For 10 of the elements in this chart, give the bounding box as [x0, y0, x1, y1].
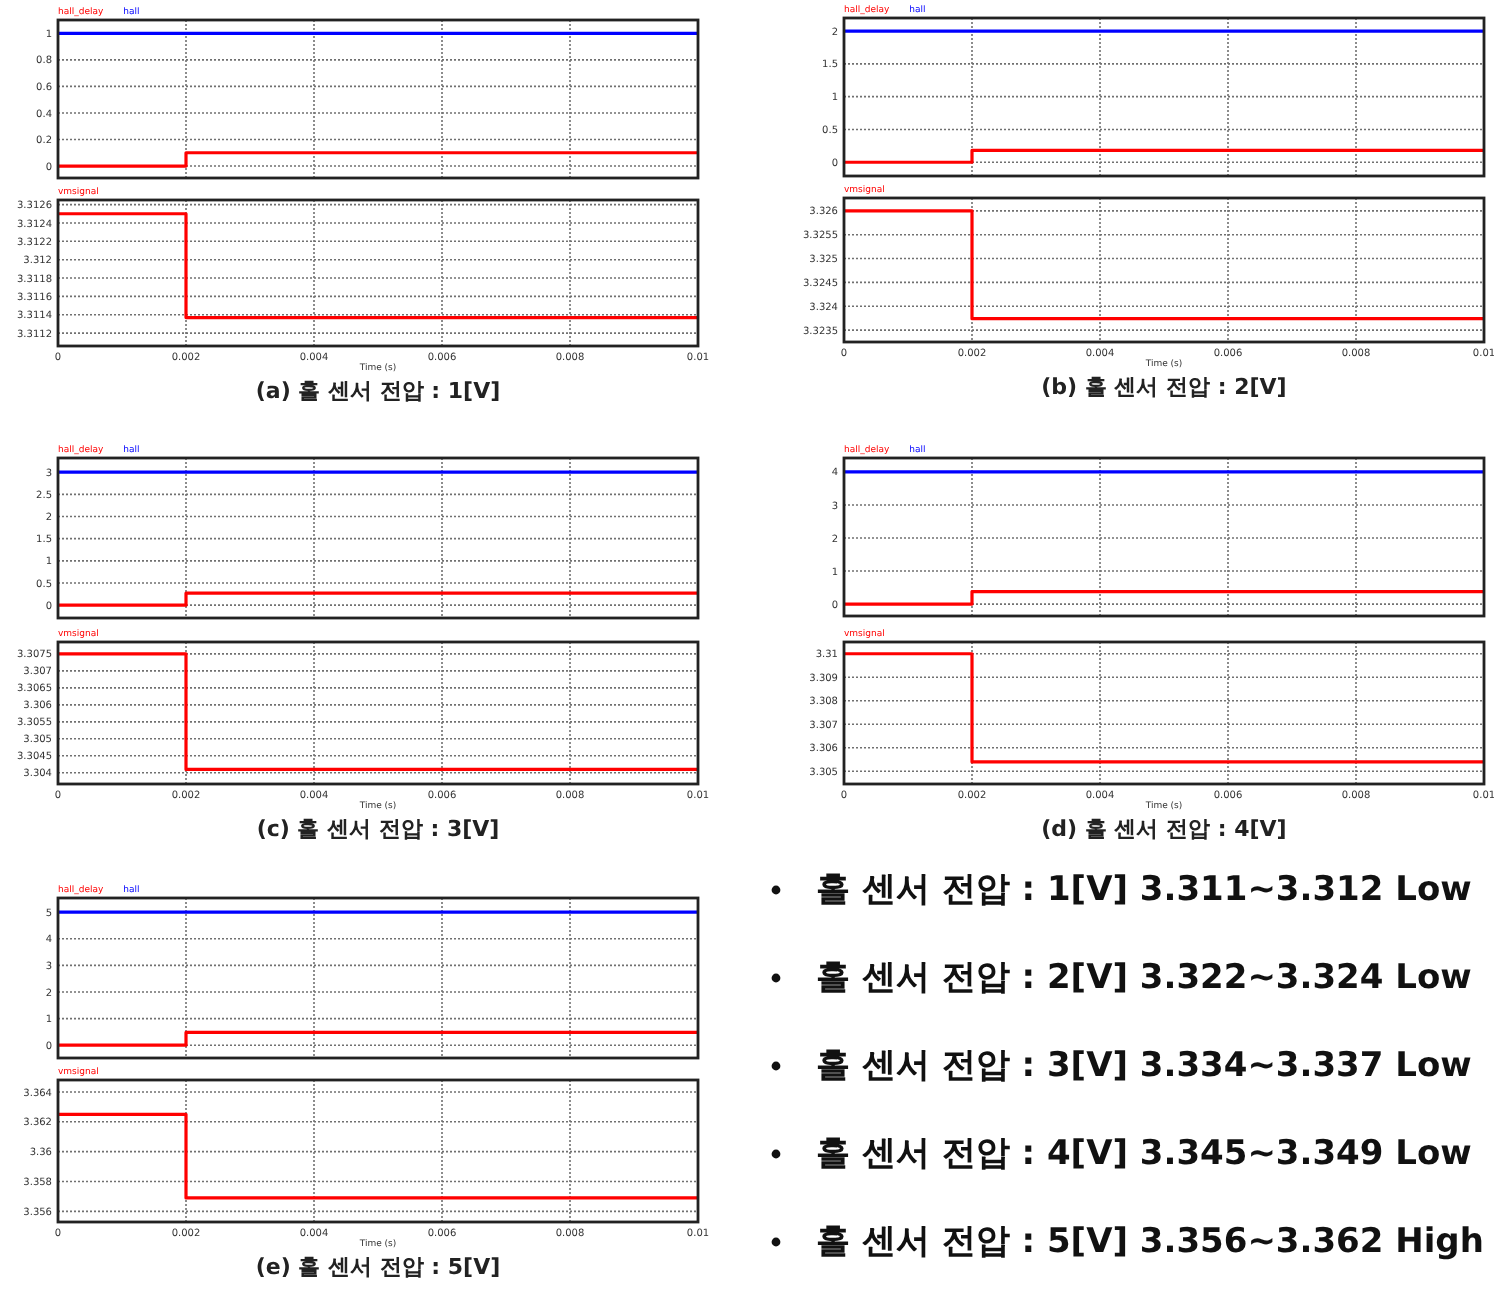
text: (c) 홀 센서 전압 : 3[V] — [256, 816, 500, 842]
text: (b) 홀 센서 전압 : 2[V] — [1041, 374, 1287, 400]
text: (d) 홀 센서 전압 : 4[V] — [1041, 816, 1287, 842]
text: 홀 센서 전압 : 4[V] 3.345~3.349 Low — [816, 1134, 1473, 1174]
text: (a) 홀 센서 전압 : 1[V] — [255, 378, 501, 404]
text: 홀 센서 전압 : 1[V] 3.311~3.312 Low — [816, 870, 1473, 910]
text: (e) 홀 센서 전압 : 5[V] — [255, 1254, 501, 1280]
text: 홀 센서 전압 : 5[V] 3.356~3.362 High — [816, 1222, 1484, 1262]
text: 홀 센서 전압 : 2[V] 3.322~3.324 Low — [816, 958, 1473, 998]
text: 홀 센서 전압 : 3[V] 3.334~3.337 Low — [816, 1046, 1473, 1086]
